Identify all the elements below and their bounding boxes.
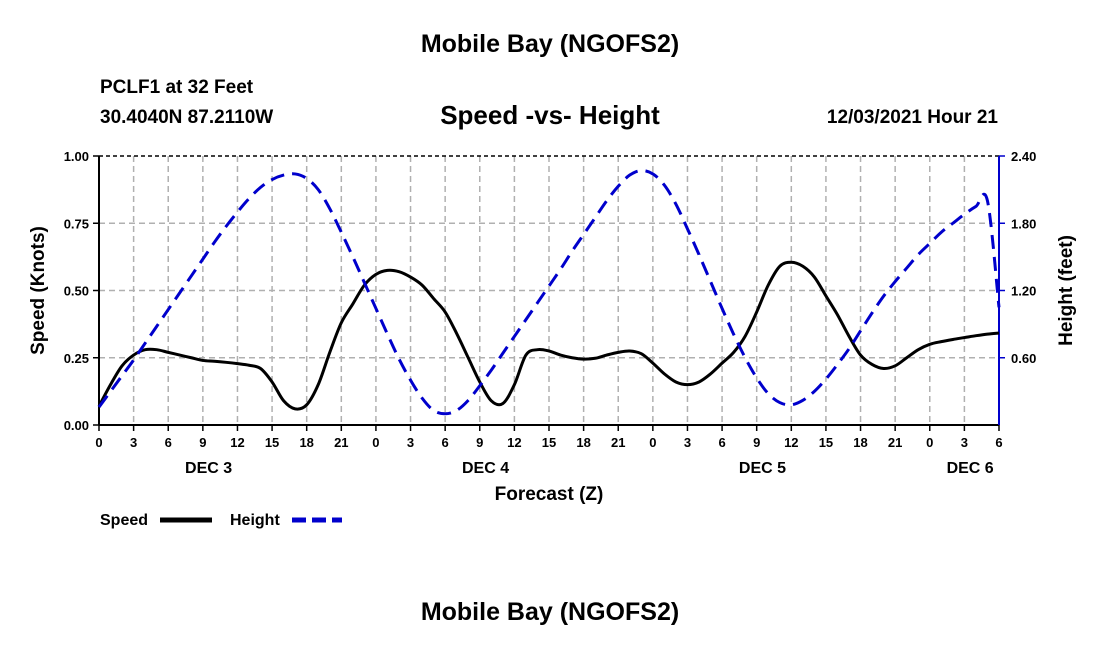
day-label: DEC 4 [462,460,509,477]
x-tick-label: 6 [995,435,1002,450]
coordinates-label: 30.4040N 87.2110W [100,107,274,128]
height-series-line [97,169,1001,416]
x-tick-label: 12 [230,435,244,450]
y-right-tick-label: 1.80 [1011,216,1036,231]
x-tick-label: 15 [819,435,833,450]
y-right-tick-label: 0.60 [1011,351,1036,366]
day-label: DEC 6 [947,460,994,477]
x-axis-title: Forecast (Z) [495,484,604,505]
chart-subtitle: Speed -vs- Height [440,100,660,130]
x-tick-label: 6 [442,435,449,450]
x-tick-label: 15 [265,435,279,450]
day-label: DEC 5 [739,460,786,477]
day-label: DEC 3 [185,460,232,477]
y-left-tick-label: 0.50 [64,284,89,299]
y-right-tick-label: 2.40 [1011,149,1036,164]
y-right-axis-title: Height (feet) [1056,235,1077,346]
x-tick-label: 18 [853,435,867,450]
x-tick-label: 9 [199,435,206,450]
y-left-tick-label: 1.00 [64,149,89,164]
x-tick-label: 0 [372,435,379,450]
x-tick-label: 0 [95,435,102,450]
speed-series-line [97,260,1000,411]
legend-height-label: Height [230,512,280,529]
y-left-axis-title: Speed (Knots) [28,226,49,355]
x-tick-label: 9 [476,435,483,450]
y-left-tick-label: 0.00 [64,418,89,433]
y-right-tick-label: 1.20 [1011,284,1036,299]
x-tick-label: 3 [684,435,691,450]
y-left-tick-label: 0.25 [64,351,89,366]
x-tick-label: 12 [507,435,521,450]
speed-height-chart: 0 3 6 9 12 15 18 21 0 3 6 9 12 15 18 21 0 3 6 9 12 15 18 21 0 3 6D… [28,149,1077,529]
x-tick-label: 3 [407,435,414,450]
x-tick-label: 21 [334,435,348,450]
x-tick-label: 9 [753,435,760,450]
x-tick-label: 18 [299,435,313,450]
legend-speed-label: Speed [100,512,148,529]
x-tick-label: 3 [130,435,137,450]
x-tick-label: 18 [576,435,590,450]
x-tick-label: 21 [888,435,902,450]
x-tick-label: 12 [784,435,798,450]
x-tick-label: 15 [542,435,556,450]
x-tick-label: 0 [649,435,656,450]
x-tick-label: 3 [961,435,968,450]
x-tick-label: 21 [611,435,625,450]
x-tick-label: 6 [718,435,725,450]
y-left-tick-label: 0.75 [64,216,89,231]
x-tick-label: 6 [165,435,172,450]
chart-title: Mobile Bay (NGOFS2) [420,30,680,58]
x-tick-label: 0 [926,435,933,450]
station-label: PCLF1 at 32 Feet [100,77,254,98]
chart-title-repeat: Mobile Bay (NGOFS2) [420,598,680,626]
forecast-datetime: 12/03/2021 Hour 21 [826,107,998,128]
